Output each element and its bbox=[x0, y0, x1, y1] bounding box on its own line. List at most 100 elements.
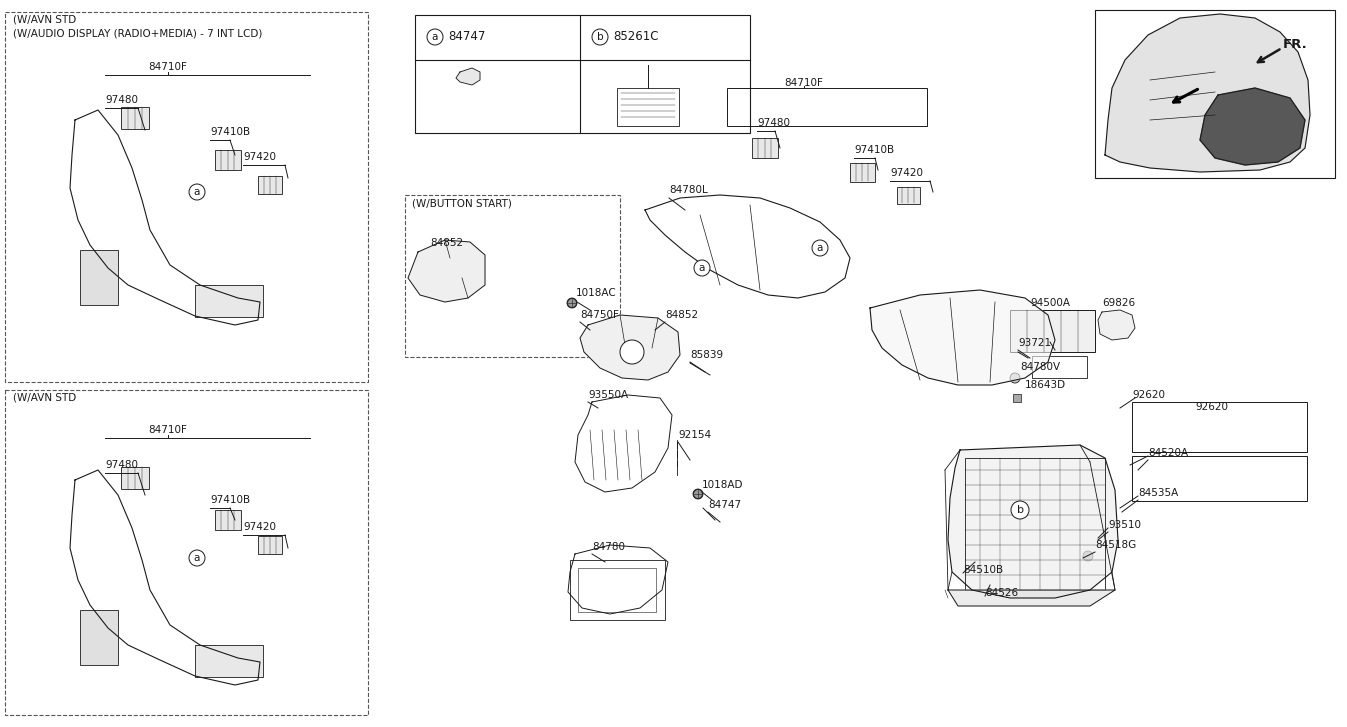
Text: 18643D: 18643D bbox=[1025, 380, 1065, 390]
Text: 84526: 84526 bbox=[985, 588, 1018, 598]
Text: 84780L: 84780L bbox=[669, 185, 707, 195]
Text: 97420: 97420 bbox=[890, 168, 923, 178]
Bar bbox=[121, 107, 150, 129]
Text: b: b bbox=[1017, 505, 1024, 515]
Circle shape bbox=[189, 550, 205, 566]
Bar bbox=[1013, 394, 1021, 402]
Text: 97410B: 97410B bbox=[210, 127, 251, 137]
Text: 93550A: 93550A bbox=[589, 390, 628, 400]
Bar bbox=[216, 150, 241, 170]
Text: 97480: 97480 bbox=[105, 460, 137, 470]
Text: 97480: 97480 bbox=[757, 118, 789, 128]
Bar bbox=[850, 163, 876, 182]
Text: (W/BUTTON START): (W/BUTTON START) bbox=[412, 198, 512, 208]
Polygon shape bbox=[1098, 310, 1136, 340]
Circle shape bbox=[692, 489, 703, 499]
Circle shape bbox=[694, 489, 703, 499]
Circle shape bbox=[189, 184, 205, 200]
Text: 97410B: 97410B bbox=[210, 495, 251, 505]
Text: 84710F: 84710F bbox=[148, 62, 187, 72]
Circle shape bbox=[1083, 551, 1092, 561]
Bar bbox=[195, 285, 263, 317]
Text: 84710F: 84710F bbox=[784, 78, 823, 88]
Text: 92620: 92620 bbox=[1196, 402, 1228, 412]
Text: 84518G: 84518G bbox=[1095, 540, 1137, 550]
Bar bbox=[570, 560, 665, 620]
Circle shape bbox=[694, 260, 710, 276]
Text: 69826: 69826 bbox=[1102, 298, 1136, 308]
Text: 85261C: 85261C bbox=[613, 31, 659, 44]
Bar bbox=[1131, 402, 1307, 452]
Circle shape bbox=[620, 340, 644, 364]
Text: a: a bbox=[816, 243, 823, 253]
Text: 84852: 84852 bbox=[665, 310, 698, 320]
Text: 93510: 93510 bbox=[1109, 520, 1141, 530]
Bar bbox=[1032, 356, 1087, 378]
Text: 97420: 97420 bbox=[242, 152, 276, 162]
Text: (W/AUDIO DISPLAY (RADIO+MEDIA) - 7 INT LCD): (W/AUDIO DISPLAY (RADIO+MEDIA) - 7 INT L… bbox=[13, 28, 263, 38]
Text: a: a bbox=[194, 553, 201, 563]
Text: 97420: 97420 bbox=[242, 522, 276, 532]
Circle shape bbox=[1010, 373, 1020, 383]
Bar bbox=[79, 610, 119, 665]
Polygon shape bbox=[870, 290, 1055, 385]
Polygon shape bbox=[948, 445, 1118, 598]
Text: b: b bbox=[597, 32, 603, 42]
Bar bbox=[1095, 10, 1335, 178]
Bar bbox=[617, 88, 679, 126]
Bar bbox=[216, 510, 241, 530]
Text: 92620: 92620 bbox=[1131, 390, 1165, 400]
Polygon shape bbox=[581, 315, 680, 380]
Circle shape bbox=[567, 299, 577, 308]
Text: 84510B: 84510B bbox=[963, 565, 1004, 575]
Text: (W/AVN STD: (W/AVN STD bbox=[13, 15, 77, 25]
Circle shape bbox=[812, 240, 828, 256]
Polygon shape bbox=[1200, 88, 1305, 165]
Text: a: a bbox=[432, 32, 438, 42]
Bar bbox=[5, 390, 368, 715]
Bar bbox=[578, 568, 656, 612]
Circle shape bbox=[1012, 501, 1029, 519]
Text: 85839: 85839 bbox=[690, 350, 723, 360]
Bar bbox=[1131, 456, 1307, 501]
Polygon shape bbox=[948, 590, 1115, 606]
Circle shape bbox=[591, 29, 607, 45]
Text: 84747: 84747 bbox=[709, 500, 741, 510]
Bar bbox=[897, 187, 920, 204]
Text: 93721: 93721 bbox=[1018, 338, 1051, 348]
Bar bbox=[752, 138, 779, 158]
Text: a: a bbox=[699, 263, 706, 273]
Circle shape bbox=[427, 29, 443, 45]
Text: 84780V: 84780V bbox=[1020, 362, 1060, 372]
Text: a: a bbox=[194, 187, 201, 197]
Bar bbox=[121, 467, 150, 489]
Circle shape bbox=[567, 298, 577, 308]
Polygon shape bbox=[457, 68, 480, 85]
Text: 97410B: 97410B bbox=[854, 145, 894, 155]
Text: 84747: 84747 bbox=[449, 31, 485, 44]
Polygon shape bbox=[408, 240, 485, 302]
Bar bbox=[79, 250, 119, 305]
Bar bbox=[259, 176, 282, 194]
Bar bbox=[1010, 310, 1095, 352]
Text: (W/AVN STD: (W/AVN STD bbox=[13, 392, 77, 402]
Bar bbox=[259, 536, 282, 554]
Bar bbox=[727, 88, 927, 126]
Bar bbox=[195, 645, 263, 677]
Text: 84520A: 84520A bbox=[1148, 448, 1188, 458]
Bar bbox=[964, 458, 1105, 590]
Text: 97480: 97480 bbox=[105, 95, 137, 105]
Text: 92154: 92154 bbox=[678, 430, 711, 440]
Text: 84852: 84852 bbox=[430, 238, 463, 248]
Text: 84750F: 84750F bbox=[581, 310, 618, 320]
Text: 84710F: 84710F bbox=[148, 425, 187, 435]
Text: 94500A: 94500A bbox=[1030, 298, 1070, 308]
Polygon shape bbox=[1105, 14, 1311, 172]
Text: 1018AD: 1018AD bbox=[702, 480, 744, 490]
Bar bbox=[405, 195, 620, 357]
Text: 84535A: 84535A bbox=[1138, 488, 1179, 498]
Text: FR.: FR. bbox=[1282, 39, 1308, 52]
Bar bbox=[415, 15, 750, 133]
Text: 84780: 84780 bbox=[591, 542, 625, 552]
Text: 1018AC: 1018AC bbox=[577, 288, 617, 298]
